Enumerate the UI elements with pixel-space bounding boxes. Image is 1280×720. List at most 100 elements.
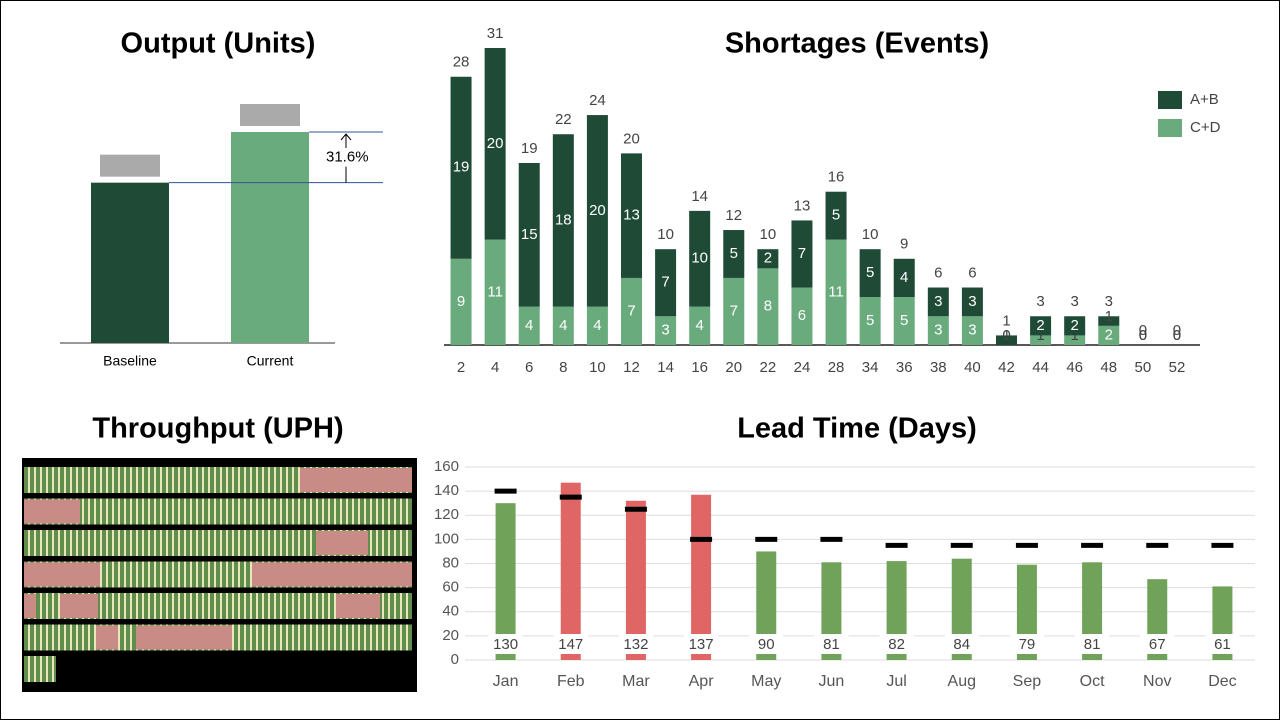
legend-swatch bbox=[1158, 91, 1182, 109]
total-label: 13 bbox=[794, 197, 811, 214]
x-tick-label: 28 bbox=[828, 359, 845, 376]
segment-label: 20 bbox=[487, 135, 504, 152]
bar-segment bbox=[552, 306, 574, 345]
segment-label: 3 bbox=[968, 322, 976, 339]
timeline-block bbox=[24, 594, 36, 618]
segment-label: 7 bbox=[661, 274, 669, 291]
bar-segment bbox=[791, 220, 813, 288]
x-tick-label: 2 bbox=[457, 359, 465, 376]
total-label: 6 bbox=[968, 264, 976, 281]
x-tick-label: 38 bbox=[930, 359, 947, 376]
timeline-block bbox=[96, 625, 118, 650]
chart-title: Shortages (Events) bbox=[725, 28, 989, 60]
total-label: 24 bbox=[589, 92, 606, 109]
x-tick-label: 52 bbox=[1169, 359, 1186, 376]
timeline-block bbox=[60, 594, 98, 618]
label-bg bbox=[1140, 634, 1175, 654]
segment-label: 4 bbox=[525, 317, 533, 334]
segment-label: 3 bbox=[968, 293, 976, 310]
label-bg bbox=[749, 634, 784, 654]
bar-segment bbox=[757, 249, 779, 269]
total-label: 10 bbox=[862, 226, 879, 243]
timeline-block bbox=[136, 625, 232, 650]
x-tick-label: 50 bbox=[1135, 359, 1152, 376]
bar bbox=[691, 494, 712, 660]
segment-label: 0 bbox=[1139, 327, 1147, 344]
value-label: 61 bbox=[1214, 636, 1231, 653]
timeline-block bbox=[24, 499, 80, 524]
x-tick-label: Aug bbox=[948, 673, 976, 690]
bar-segment bbox=[1098, 325, 1120, 345]
total-label: 3 bbox=[1105, 293, 1113, 310]
x-tick-label: 12 bbox=[623, 359, 640, 376]
x-tick-label: 34 bbox=[862, 359, 879, 376]
y-tick-label: 40 bbox=[442, 603, 459, 620]
y-tick-label: 160 bbox=[434, 458, 459, 475]
bar-segment bbox=[723, 230, 745, 278]
segment-label: 4 bbox=[593, 317, 601, 334]
chart-title: Lead Time (Days) bbox=[737, 413, 977, 445]
segment-label: 6 bbox=[798, 307, 806, 324]
segment-label: 4 bbox=[559, 317, 567, 334]
segment-label: 18 bbox=[555, 211, 572, 228]
segment-label: 15 bbox=[521, 226, 538, 243]
bar bbox=[495, 503, 516, 660]
x-tick-label: May bbox=[751, 673, 781, 690]
segment-label: 2 bbox=[764, 250, 772, 267]
segment-label: 10 bbox=[691, 250, 708, 267]
segment-label: 13 bbox=[623, 207, 640, 224]
bar-segment bbox=[893, 297, 915, 345]
bar-segment bbox=[723, 277, 745, 345]
total-label: 16 bbox=[828, 169, 845, 186]
y-tick-label: 0 bbox=[451, 651, 459, 668]
total-label: 20 bbox=[623, 130, 640, 147]
x-tick-label: 20 bbox=[725, 359, 742, 376]
segment-label: 1 bbox=[1002, 327, 1010, 344]
x-tick-label: 36 bbox=[896, 359, 913, 376]
bar-segment bbox=[961, 316, 983, 345]
x-tick-label: Baseline bbox=[103, 353, 157, 369]
total-label: 10 bbox=[657, 226, 674, 243]
label-bg bbox=[684, 634, 719, 654]
segment-label: 7 bbox=[627, 302, 635, 319]
bar-segment bbox=[655, 249, 677, 317]
total-label: 31 bbox=[487, 25, 504, 42]
label-bg bbox=[944, 634, 979, 654]
value-label: 147 bbox=[558, 636, 583, 653]
x-tick-label: Feb bbox=[557, 673, 585, 690]
x-tick-label: Sep bbox=[1013, 673, 1042, 690]
value-label: 79 bbox=[1019, 636, 1036, 653]
segment-label: 0 bbox=[1173, 327, 1181, 344]
bar-segment bbox=[1064, 335, 1086, 345]
timeline-block bbox=[24, 562, 100, 587]
segment-label: 3 bbox=[934, 293, 942, 310]
value-label: 81 bbox=[1084, 636, 1101, 653]
bar-segment bbox=[552, 134, 574, 307]
y-tick-label: 80 bbox=[442, 554, 459, 571]
segment-label: 7 bbox=[730, 302, 738, 319]
label-bg bbox=[488, 634, 523, 654]
bar-segment bbox=[859, 249, 881, 298]
segment-label: 4 bbox=[696, 317, 704, 334]
bar-segment bbox=[655, 316, 677, 345]
x-tick-label: Mar bbox=[622, 673, 650, 690]
segment-label: 11 bbox=[487, 283, 503, 300]
x-tick-label: 48 bbox=[1100, 359, 1117, 376]
bar-segment bbox=[791, 287, 813, 345]
segment-label: 8 bbox=[764, 298, 772, 315]
bar-segment bbox=[621, 277, 642, 345]
x-tick-label: 46 bbox=[1066, 359, 1083, 376]
label-bg bbox=[814, 634, 849, 654]
segment-label: 1 bbox=[1036, 327, 1044, 344]
x-tick-label: Current bbox=[247, 353, 294, 369]
segment-label: 5 bbox=[866, 264, 874, 281]
timeline-block bbox=[336, 594, 380, 618]
total-label: 0 bbox=[1139, 322, 1147, 339]
total-label: 6 bbox=[934, 264, 942, 281]
segment-label: 0 bbox=[1173, 327, 1181, 344]
bar-segment bbox=[484, 48, 506, 240]
legend-label: A+B bbox=[1190, 91, 1219, 108]
bar-segment bbox=[825, 239, 847, 345]
bar-segment bbox=[484, 239, 506, 345]
bar-segment bbox=[859, 297, 881, 345]
